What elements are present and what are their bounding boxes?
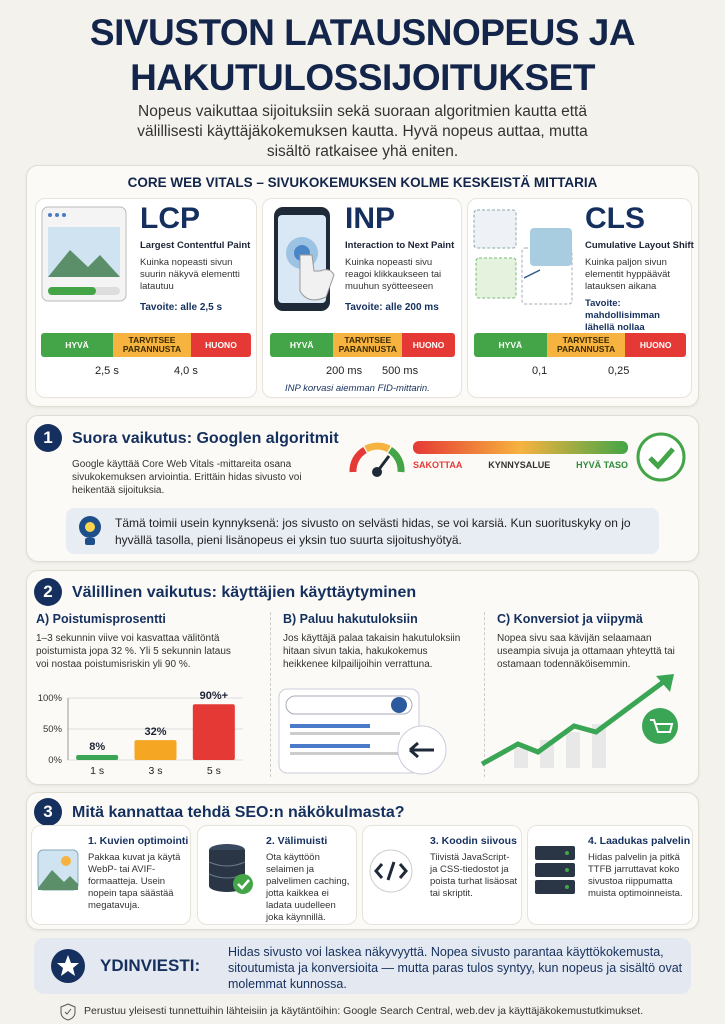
divider xyxy=(484,612,485,777)
tip-text: Pakkaa kuvat ja käytä WebP- tai AVIF-for… xyxy=(88,852,181,911)
shield-icon xyxy=(60,1003,76,1021)
inp-icon xyxy=(274,207,335,311)
scale-good: HYVÄ xyxy=(270,333,334,357)
tip-box xyxy=(66,508,659,554)
lcp-icon xyxy=(41,206,127,302)
cls-icon xyxy=(473,209,573,305)
scale-mid: TARVITSEE PARANNUSTA xyxy=(113,333,191,357)
column-title: A) Poistumisprosentti xyxy=(36,612,166,626)
scale: HYVÄ TARVITSEE PARANNUSTA HUONO xyxy=(270,333,455,357)
label-mid: KYNNYSALUE xyxy=(488,460,551,470)
label-bad: SAKOTTAA xyxy=(413,460,463,470)
footer: Perustuu yleisesti tunnettuihin lähteisi… xyxy=(84,1005,644,1017)
metric-acronym: INP xyxy=(345,202,396,235)
subtitle: Nopeus vaikuttaa sijoituksiin sekä suora… xyxy=(137,103,588,160)
inp-note: INP korvasi aiemman FID-mittarin. xyxy=(285,383,430,394)
server-icon xyxy=(535,846,575,894)
scale-good: HYVÄ xyxy=(474,333,547,357)
column-title: C) Konversiot ja viipymä xyxy=(497,612,643,626)
search-illustration xyxy=(278,688,447,775)
tip-text: Tämä toimii usein kynnyksenä: jos sivust… xyxy=(115,516,631,547)
value-label: 90%+ xyxy=(200,690,228,702)
key-message-box xyxy=(34,938,691,994)
scale-bad: HUONO xyxy=(191,333,251,357)
scale: HYVÄ TARVITSEE PARANNUSTA HUONO xyxy=(41,333,251,357)
tip-text: Hidas palvelin ja pitkä TTFB jarruttavat… xyxy=(588,852,683,899)
metric-description: Kuinka paljon sivun elementit hyppäävät … xyxy=(585,257,671,292)
metric-description: Kuinka nopeasti sivun suurin näkyvä elem… xyxy=(140,257,240,292)
metric-target: Tavoite: mahdollisimman lähellä nollaa xyxy=(585,298,660,333)
threshold: 4,0 s xyxy=(174,365,198,377)
check-icon xyxy=(636,432,686,482)
tip-title: 3. Koodin siivous xyxy=(430,835,517,847)
metric-name: Interaction to Next Paint xyxy=(345,240,455,251)
x-tick-label: 3 s xyxy=(148,765,162,777)
scale-mid: TARVITSEE PARANNUSTA xyxy=(333,333,403,357)
column-text: Nopea sivu saa kävijän selaamaan useampi… xyxy=(497,633,675,670)
key-message-text: Hidas sivusto voi laskea näkyvyyttä. Nop… xyxy=(228,945,683,991)
title: SIVUSTON LATAUSNOPEUS JA HAKUTULOSSIJOIT… xyxy=(89,12,636,98)
value-label: 32% xyxy=(144,726,166,738)
impact-bar xyxy=(413,441,628,454)
column-text: 1–3 sekunnin viive voi kasvattaa välitön… xyxy=(36,633,231,670)
database-icon xyxy=(208,844,253,894)
value-label: 8% xyxy=(89,741,105,753)
bar-chart: 0% 50% 100% 8% 1 s 32% 3 s 90%+ 5 s xyxy=(38,690,243,777)
threshold: 500 ms xyxy=(382,365,419,377)
bar xyxy=(192,704,235,760)
section-heading: Mitä kannattaa tehdä SEO:n näkökulmasta? xyxy=(72,804,405,821)
section-heading: Suora vaikutus: Googlen algoritmit xyxy=(72,430,339,447)
metric-target: Tavoite: alle 200 ms xyxy=(345,302,439,313)
tip-title: 1. Kuvien optimointi xyxy=(88,835,189,847)
section-number: 1 xyxy=(34,424,62,452)
tip-text: Tiivistä JavaScript- ja CSS-tiedostot ja… xyxy=(430,852,518,899)
metric-description: Kuinka nopeasti sivu reagoi klikkaukseen… xyxy=(345,257,442,292)
x-tick-label: 1 s xyxy=(90,765,104,777)
threshold: 2,5 s xyxy=(95,365,119,377)
threshold: 0,1 xyxy=(532,365,548,377)
tip-text: Ota käyttöön selaimen ja palvelimen cach… xyxy=(266,852,350,923)
scale-bad: HUONO xyxy=(402,333,455,357)
tip-title: 4. Laadukas palvelin xyxy=(588,835,691,847)
column-text: Jos käyttäjä palaa takaisin hakutuloksii… xyxy=(283,633,461,670)
tip-title: 2. Välimuisti xyxy=(266,835,328,847)
star-icon xyxy=(51,949,85,983)
key-message-label: YDINVIESTI: xyxy=(100,956,201,975)
y-tick-label: 100% xyxy=(38,693,63,704)
bar xyxy=(76,755,119,760)
cwv-heading: CORE WEB VITALS – SIVUKOKEMUKSEN KOLME K… xyxy=(127,175,598,190)
x-tick-label: 5 s xyxy=(207,765,221,777)
metric-target: Tavoite: alle 2,5 s xyxy=(140,302,223,313)
code-icon xyxy=(369,849,413,893)
label-good: HYVÄ TASO xyxy=(576,460,628,470)
bulb-icon xyxy=(79,516,101,545)
section-text: Google käyttää Core Web Vitals -mittarei… xyxy=(72,459,302,496)
section-number: 2 xyxy=(34,578,62,606)
metric-name: Cumulative Layout Shift xyxy=(585,240,694,251)
scale-bad: HUONO xyxy=(625,333,686,357)
metric-acronym: CLS xyxy=(585,202,645,235)
metric-name: Largest Contentful Paint xyxy=(140,240,251,251)
metric-acronym: LCP xyxy=(140,202,200,235)
y-tick-label: 0% xyxy=(48,755,62,766)
image-icon xyxy=(37,849,79,891)
growth-illustration xyxy=(480,674,678,768)
threshold: 0,25 xyxy=(608,365,630,377)
gauge xyxy=(349,442,405,477)
threshold: 200 ms xyxy=(326,365,363,377)
scale-good: HYVÄ xyxy=(41,333,113,357)
divider xyxy=(270,612,271,777)
bar xyxy=(134,740,177,760)
section-heading: Välillinen vaikutus: käyttäjien käyttäyt… xyxy=(72,584,417,601)
y-tick-label: 50% xyxy=(43,724,63,735)
impact-labels: SAKOTTAA KYNNYSALUE HYVÄ TASO xyxy=(413,460,628,470)
scale-mid: TARVITSEE PARANNUSTA xyxy=(546,333,626,357)
scale: HYVÄ TARVITSEE PARANNUSTA HUONO xyxy=(474,333,686,357)
column-title: B) Paluu hakutuloksiin xyxy=(283,612,418,626)
section-number: 3 xyxy=(34,798,62,826)
